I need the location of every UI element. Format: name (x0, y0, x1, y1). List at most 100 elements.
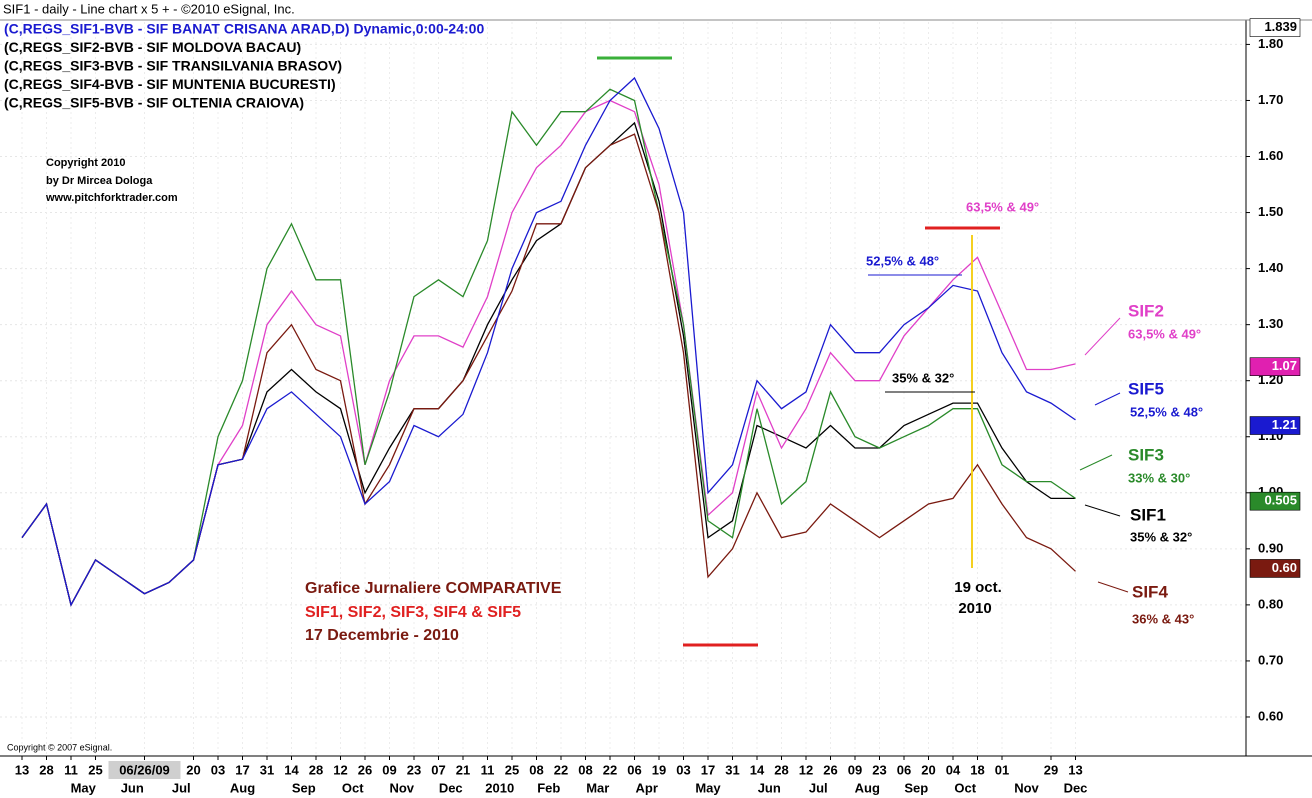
x-tick-label: 26 (358, 762, 372, 777)
x-tick-label: 09 (848, 762, 862, 777)
y-tick-label: 0.80 (1258, 596, 1283, 611)
date-label: 2010 (958, 600, 991, 617)
month-label: Jul (172, 780, 191, 795)
x-tick-label: 29 (1044, 762, 1058, 777)
price-box-label: 1.21 (1272, 417, 1297, 432)
x-tick-label: 28 (774, 762, 788, 777)
legend-entry: (C,REGS_SIF3-BVB - SIF TRANSILVANIA BRAS… (4, 58, 342, 74)
copyright: Copyright 2010 by Dr Mircea Dologa www.p… (45, 157, 178, 204)
month-label: May (695, 780, 721, 795)
x-tick-label: 19 (652, 762, 666, 777)
month-label: Feb (537, 780, 560, 795)
copyright-line: by Dr Mircea Dologa (46, 175, 153, 187)
x-tick-label: 28 (39, 762, 53, 777)
esignal-copyright: Copyright © 2007 eSignal. (7, 742, 112, 752)
pointer (1097, 581, 1129, 593)
x-tick-label: 31 (260, 762, 274, 777)
series-note: 35% & 32° (1130, 529, 1192, 544)
x-tick-label: 17 (235, 762, 249, 777)
month-label: Jun (758, 780, 781, 795)
y-tick-label: 0.70 (1258, 652, 1283, 667)
y-tick-label: 1.80 (1258, 36, 1283, 51)
x-tick-label: 14 (750, 762, 765, 777)
price-box (1249, 357, 1301, 376)
month-label: Jun (121, 780, 144, 795)
price-box-label: 1.07 (1272, 358, 1297, 373)
legend-entry: (C,REGS_SIF5-BVB - SIF OLTENIA CRAIOVA) (4, 95, 304, 111)
month-label: Oct (954, 780, 976, 795)
y-tick-label: 0.60 (1258, 708, 1283, 723)
series-note: 63,5% & 49° (1128, 326, 1201, 341)
x-tick-label: 26 (823, 762, 837, 777)
pointer (1094, 392, 1121, 406)
legend-entry: (C,REGS_SIF1-BVB - SIF BANAT CRISANA ARA… (4, 21, 484, 37)
x-tick-label: 11 (64, 762, 78, 777)
series-label: SIF4 (1132, 582, 1168, 601)
grid (0, 22, 1246, 755)
month-label: Aug (230, 780, 255, 795)
x-tick-label: 31 (725, 762, 739, 777)
y-tick-label: 1.40 (1258, 260, 1283, 275)
x-tick-label: 12 (333, 762, 347, 777)
month-label: Dec (1064, 780, 1088, 795)
x-tick-label: 23 (872, 762, 886, 777)
x-tick-label: 14 (284, 762, 299, 777)
caption-line: 17 Decembrie - 2010 (305, 627, 459, 644)
x-tick-label: 06 (627, 762, 641, 777)
y-tick-label: 1.50 (1258, 204, 1283, 219)
series-label: SIF3 (1128, 445, 1164, 464)
series-note: 52,5% & 48° (1130, 404, 1203, 419)
x-tick-label: 21 (456, 762, 470, 777)
x-tick-label: 09 (382, 762, 396, 777)
x-tick-label: 12 (799, 762, 813, 777)
x-tick-label: 03 (676, 762, 690, 777)
x-tick-label: 03 (211, 762, 225, 777)
legend-entry: (C,REGS_SIF4-BVB - SIF MUNTENIA BUCUREST… (4, 76, 336, 92)
axes: 0.600.700.800.901.001.101.201.301.401.50… (15, 18, 1301, 795)
x-tick-label: 17 (701, 762, 715, 777)
copyright-line: Copyright 2010 (46, 157, 125, 169)
x-tick-label: 13 (1068, 762, 1082, 777)
x-tick-label: 22 (554, 762, 568, 777)
price-box (1249, 491, 1301, 511)
series-note: 36% & 43° (1132, 611, 1194, 626)
x-tick-label: 13 (15, 762, 29, 777)
x-tick-label: 07 (431, 762, 445, 777)
x-tick-label: 11 (481, 762, 495, 777)
x-tick-label: 20 (921, 762, 935, 777)
annotation: 35% & 32° (892, 370, 954, 385)
y-tick-label: 1.30 (1258, 316, 1283, 331)
price-box (1249, 18, 1301, 37)
copyright-line: www.pitchforktrader.com (45, 192, 178, 204)
x-tick-label: 18 (970, 762, 984, 777)
price-box-label: 0.505 (1264, 493, 1297, 508)
x-tick-label: 04 (946, 762, 961, 777)
x-tick-highlight (108, 761, 181, 779)
chart-title: SIF1 - daily - Line chart x 5 + - ©2010 … (3, 1, 295, 16)
month-label: Nov (389, 780, 414, 795)
y-tick-label: 1.60 (1258, 148, 1283, 163)
x-tick-label: 28 (309, 762, 323, 777)
month-label: Mar (586, 780, 609, 795)
month-label: Sep (292, 780, 316, 795)
month-label: Aug (855, 780, 880, 795)
x-tick-label: 25 (88, 762, 102, 777)
price-box-label: 1.839 (1264, 19, 1297, 34)
annotation: 52,5% & 48° (866, 253, 939, 268)
price-box (1249, 559, 1301, 578)
series-label: SIF5 (1128, 379, 1164, 398)
y-tick-label: 1.70 (1258, 92, 1283, 107)
pointer (1084, 504, 1121, 517)
x-tick-label: 06/26/09 (119, 762, 170, 777)
month-label: Apr (636, 780, 658, 795)
x-tick-label: 08 (529, 762, 543, 777)
right-labels: SIF2 63,5% & 49° SIF5 52,5% & 48° SIF3 3… (1128, 301, 1203, 626)
series-note: 33% & 30° (1128, 470, 1190, 485)
y-tick-label: 0.90 (1258, 540, 1283, 555)
series-line (21, 76, 1076, 607)
series-label: SIF1 (1130, 505, 1166, 524)
annotation: 63,5% & 49° (966, 199, 1039, 214)
